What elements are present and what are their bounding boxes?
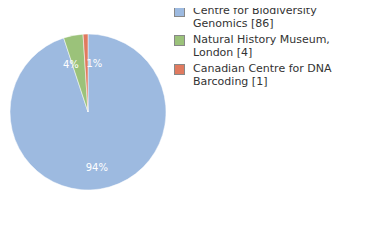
html-text:Natural History Museum, London: Natural History Museum, London [4] <box>193 33 330 59</box>
svg-text:94%: 94% <box>86 162 108 173</box>
html-text:Canadian Centre for DNA Barcod: Canadian Centre for DNA Barcoding [1] <box>193 62 332 88</box>
svg-text:4%: 4% <box>63 59 79 70</box>
svg-text:1%: 1% <box>86 58 102 69</box>
html-text:Centre for Biodiversity Genomi: Centre for Biodiversity Genomics [86] <box>193 4 317 30</box>
